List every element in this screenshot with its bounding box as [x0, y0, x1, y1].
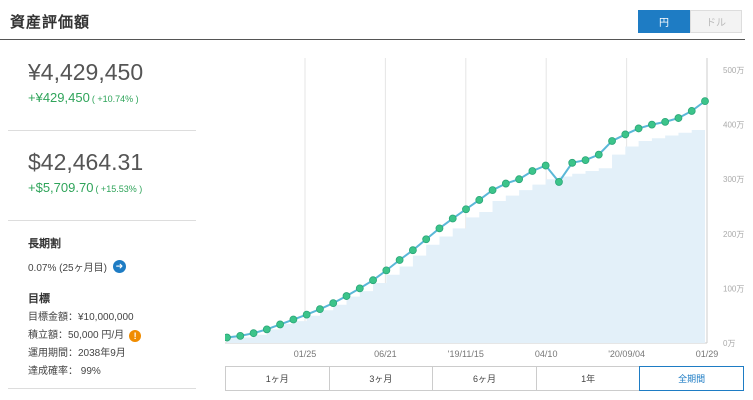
y-tick-label: 200万 [723, 230, 744, 239]
data-point [541, 161, 550, 170]
data-point [289, 315, 298, 324]
data-point [501, 179, 510, 188]
jpy-change: +¥429,450( +10.74% ) [28, 90, 196, 105]
y-tick-label: 100万 [723, 284, 744, 293]
asset-chart: 01/25 06/21 '19/11/15 04/10 '20/09/04 01/29 0万… [225, 58, 744, 359]
goal-monthly-line: 積立額：50,000 円/月 ! [28, 327, 196, 345]
data-point [594, 150, 603, 159]
data-point [422, 235, 431, 244]
arrow-right-icon[interactable]: ➜ [112, 260, 126, 273]
data-point [647, 120, 656, 129]
currency-toggle[interactable]: 円 ドル [638, 10, 742, 33]
x-tick-label: 06/21 [374, 349, 397, 359]
data-point [475, 196, 484, 204]
goal-title: 目標 [28, 293, 50, 305]
data-point [329, 299, 338, 308]
x-tick-label: 01/25 [294, 349, 317, 359]
data-point [634, 124, 643, 133]
data-point [488, 186, 497, 195]
data-point [462, 205, 470, 214]
jpy-change-pct: ( +10.74% ) [91, 94, 139, 104]
data-point [608, 137, 616, 145]
data-point [568, 158, 577, 167]
data-point [395, 256, 404, 264]
goal-probability: 達成確率： 99% [28, 366, 101, 377]
usd-change-value: +$5,709.70 [28, 180, 94, 195]
data-point [382, 266, 391, 275]
yen-toggle-button[interactable]: 円 [638, 10, 690, 33]
jpy-change-value: +¥429,450 [28, 90, 90, 105]
data-point [701, 97, 709, 106]
page-title: 資産評価額 [10, 14, 91, 31]
y-tick-label: 400万 [723, 121, 744, 130]
goal-section: 目標 目標金額：¥10,000,000 積立額：50,000 円/月 ! 運用期… [8, 290, 196, 381]
usd-change: +$5,709.70( +15.53% ) [28, 180, 196, 195]
data-point [515, 175, 524, 184]
data-point [225, 333, 231, 342]
data-point [528, 167, 537, 175]
data-point [369, 276, 377, 285]
usd-value-block: $42,464.31 +$5,709.70( +15.53% ) [8, 131, 196, 221]
deposit-area [227, 124, 705, 343]
usd-amount: $42,464.31 [28, 149, 144, 175]
range-all-button[interactable]: 全期間 [639, 366, 744, 391]
divider [8, 388, 196, 389]
data-point [581, 156, 590, 164]
goal-target: 目標金額：¥10,000,000 [28, 312, 134, 323]
data-point [661, 117, 670, 126]
data-point [621, 130, 630, 139]
data-point [687, 107, 696, 115]
x-tick-label: '19/11/15 [448, 349, 484, 359]
data-point [408, 246, 417, 255]
x-tick-label: '20/09/04 [608, 349, 645, 359]
y-tick-label: 0万 [723, 339, 735, 348]
data-point [674, 114, 683, 122]
y-tick-label: 300万 [723, 175, 744, 184]
range-3m-button[interactable]: 3ヶ月 [329, 367, 434, 390]
summary-panel: ¥4,429,450 +¥429,450( +10.74% ) $42,464.… [8, 41, 196, 381]
goal-monthly: 積立額：50,000 円/月 [28, 330, 125, 341]
goal-period: 運用期間：2038年9月 [28, 348, 126, 359]
long-term-section: 長期割 0.07% (25ヶ月目) ➜ [8, 235, 196, 274]
usd-change-pct: ( +15.53% ) [95, 184, 143, 194]
dollar-toggle-button[interactable]: ドル [690, 10, 742, 33]
long-term-line: 0.07% (25ヶ月目) ➜ [28, 259, 196, 274]
data-point [448, 214, 457, 223]
x-tick-label: 01/29 [696, 349, 719, 359]
long-term-title: 長期割 [28, 238, 61, 250]
range-selector[interactable]: 1ヶ月 3ヶ月 6ヶ月 1年 全期間 [225, 366, 744, 391]
data-point [249, 329, 258, 338]
warning-icon[interactable]: ! [129, 330, 142, 342]
data-point [316, 305, 324, 314]
jpy-value-block: ¥4,429,450 +¥429,450( +10.74% ) [8, 41, 196, 131]
page-header: 資産評価額 円 ドル [0, 0, 745, 40]
jpy-amount: ¥4,429,450 [28, 59, 144, 85]
data-point [355, 284, 364, 293]
data-point [555, 178, 563, 186]
range-6m-button[interactable]: 6ヶ月 [433, 367, 537, 390]
data-point [236, 332, 245, 340]
data-point [276, 320, 285, 329]
range-1y-button[interactable]: 1年 [536, 367, 641, 390]
data-point [342, 292, 351, 300]
long-term-value: 0.07% (25ヶ月目) [28, 263, 107, 274]
y-tick-label: 500万 [723, 66, 744, 75]
data-point [435, 224, 444, 233]
data-point [262, 325, 271, 334]
x-tick-label: 04/10 [535, 349, 558, 359]
range-1m-button[interactable]: 1ヶ月 [226, 367, 330, 390]
data-point [302, 310, 311, 319]
